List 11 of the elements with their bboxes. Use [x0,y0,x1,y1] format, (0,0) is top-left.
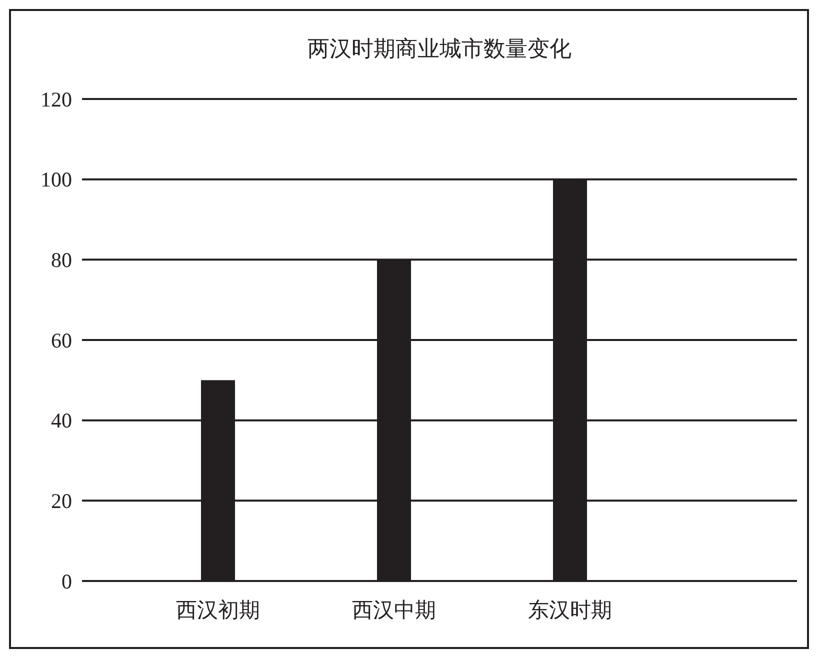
x-tick-label: 东汉时期 [528,598,612,622]
y-tick-label: 40 [51,408,72,433]
y-tick-label: 0 [62,569,72,594]
chart-title: 两汉时期商业城市数量变化 [308,36,572,61]
y-tick-label: 120 [40,87,72,112]
y-tick-label: 80 [51,248,72,272]
x-tick-label: 西汉初期 [176,598,260,622]
y-tick-label: 60 [51,328,72,352]
y-tick-label: 100 [40,168,72,192]
y-tick-label: 20 [51,489,72,514]
x-tick-label: 西汉中期 [352,598,436,622]
